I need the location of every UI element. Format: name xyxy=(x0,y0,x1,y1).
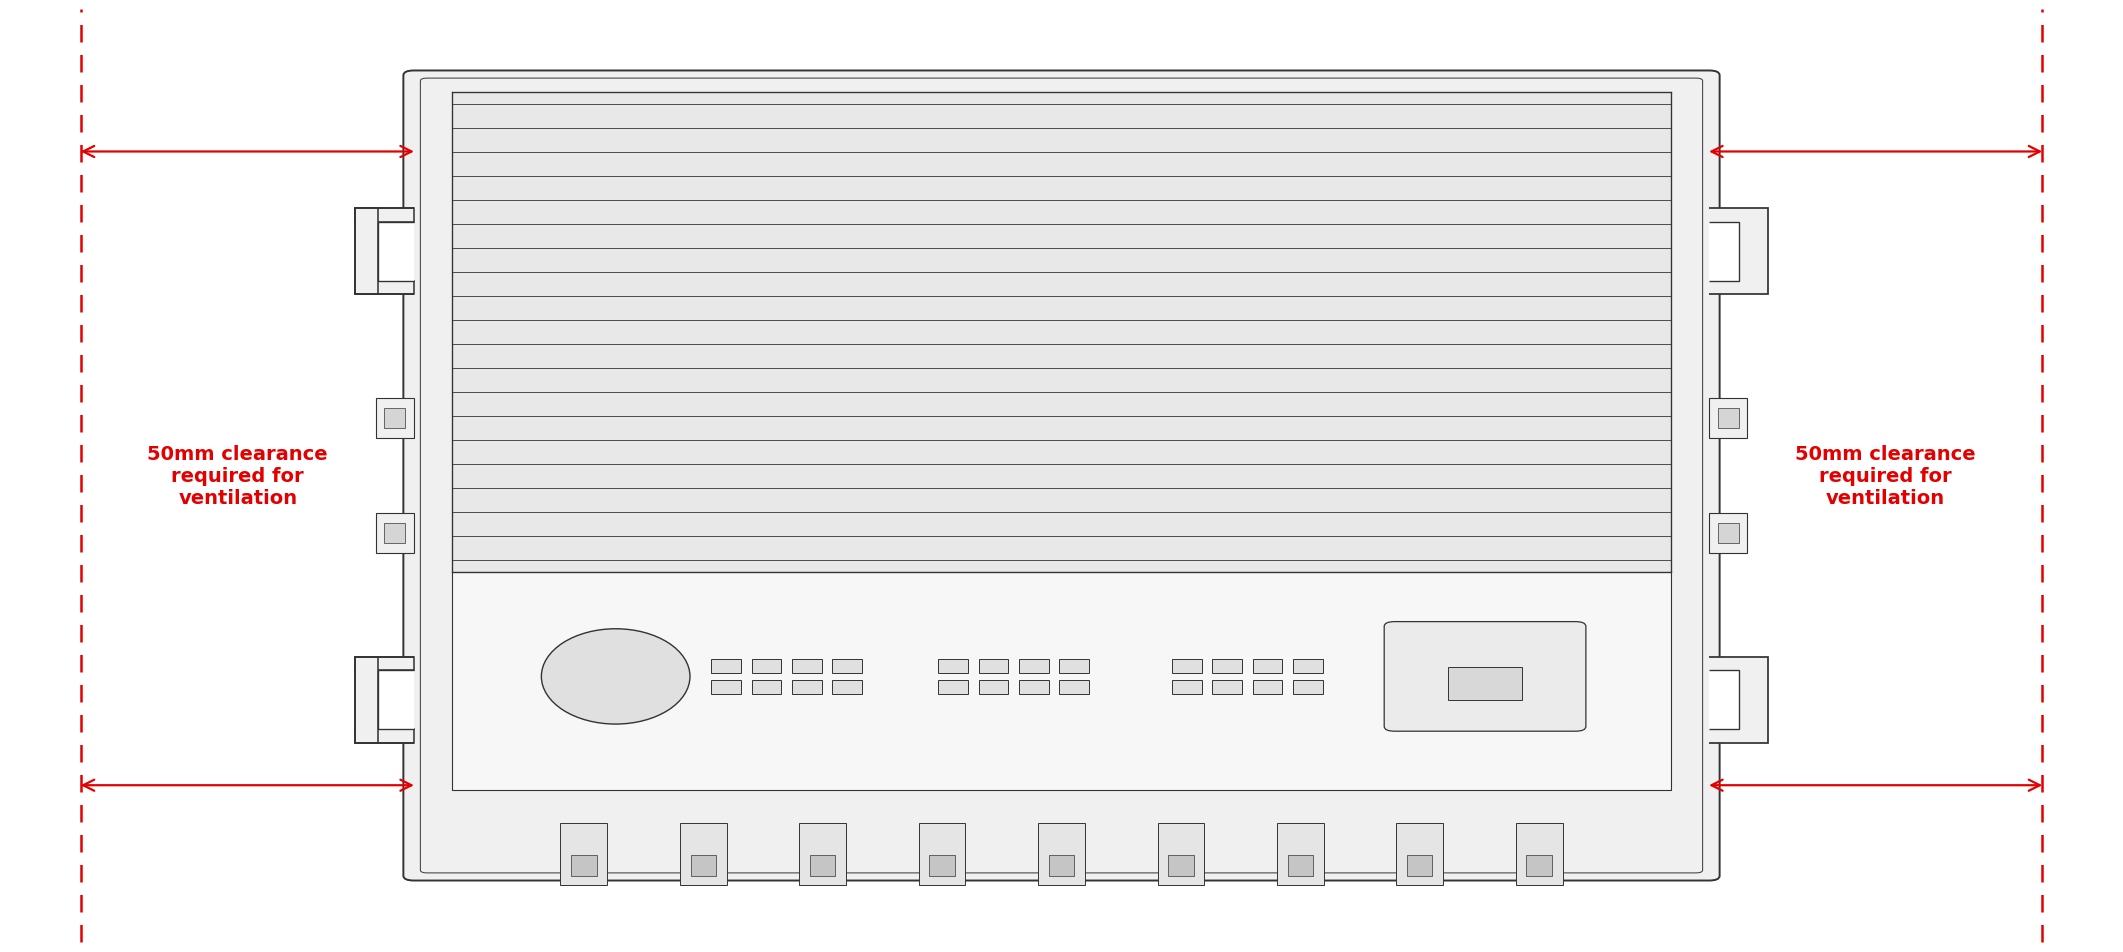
Bar xyxy=(1172,681,1202,694)
Bar xyxy=(1293,681,1323,694)
Bar xyxy=(560,823,607,885)
Bar xyxy=(919,823,966,885)
Bar xyxy=(938,660,968,673)
Bar xyxy=(1293,660,1323,673)
Text: 50mm clearance
required for
ventilation: 50mm clearance required for ventilation xyxy=(146,445,329,507)
Bar xyxy=(811,855,836,876)
Bar xyxy=(1709,513,1747,553)
Bar xyxy=(752,681,781,694)
Bar xyxy=(1718,524,1739,543)
Bar xyxy=(752,660,781,673)
Bar xyxy=(1526,855,1552,876)
Bar xyxy=(1212,681,1242,694)
Bar xyxy=(1168,855,1193,876)
Bar xyxy=(384,524,405,543)
Bar xyxy=(1253,660,1282,673)
Bar xyxy=(938,681,968,694)
FancyBboxPatch shape xyxy=(403,71,1720,881)
Bar xyxy=(355,729,414,743)
Bar xyxy=(1287,855,1312,876)
Bar xyxy=(355,209,378,295)
PathPatch shape xyxy=(1709,657,1768,743)
Bar xyxy=(1019,681,1049,694)
Bar xyxy=(1433,659,1448,695)
Bar xyxy=(376,513,414,553)
Bar xyxy=(1718,409,1739,428)
Bar xyxy=(1278,823,1325,885)
Bar xyxy=(355,282,414,295)
Bar xyxy=(711,660,741,673)
Bar xyxy=(792,660,822,673)
Ellipse shape xyxy=(541,629,690,724)
Bar xyxy=(832,681,862,694)
Bar xyxy=(930,855,955,876)
Bar xyxy=(378,670,414,729)
Bar xyxy=(355,209,414,223)
PathPatch shape xyxy=(1709,209,1768,295)
Bar xyxy=(1212,660,1242,673)
Bar xyxy=(979,660,1008,673)
Bar xyxy=(1253,681,1282,694)
Bar xyxy=(378,223,414,282)
Bar xyxy=(1412,659,1427,695)
Bar xyxy=(792,681,822,694)
Bar xyxy=(1049,855,1074,876)
Bar xyxy=(1709,399,1747,439)
Bar xyxy=(979,681,1008,694)
Bar xyxy=(1408,855,1433,876)
Bar xyxy=(1709,670,1739,729)
Bar xyxy=(452,572,1671,790)
Bar xyxy=(1172,660,1202,673)
Bar xyxy=(690,855,715,876)
Bar xyxy=(376,399,414,439)
Bar xyxy=(1157,823,1204,885)
Bar xyxy=(571,855,597,876)
Bar xyxy=(1059,681,1089,694)
Bar xyxy=(355,657,414,670)
Bar xyxy=(832,660,862,673)
Bar xyxy=(679,823,726,885)
Text: 50mm clearance
required for
ventilation: 50mm clearance required for ventilation xyxy=(1794,445,1977,507)
Bar xyxy=(1454,659,1469,695)
Bar xyxy=(355,657,378,743)
Bar xyxy=(1397,823,1444,885)
Bar xyxy=(452,93,1671,572)
Bar xyxy=(1059,660,1089,673)
FancyBboxPatch shape xyxy=(1384,622,1586,731)
Bar xyxy=(1448,667,1522,701)
Bar xyxy=(800,823,847,885)
Bar xyxy=(1019,660,1049,673)
Bar xyxy=(1709,223,1739,282)
Bar xyxy=(384,409,405,428)
Bar xyxy=(1516,823,1563,885)
Bar xyxy=(711,681,741,694)
Bar xyxy=(1038,823,1085,885)
